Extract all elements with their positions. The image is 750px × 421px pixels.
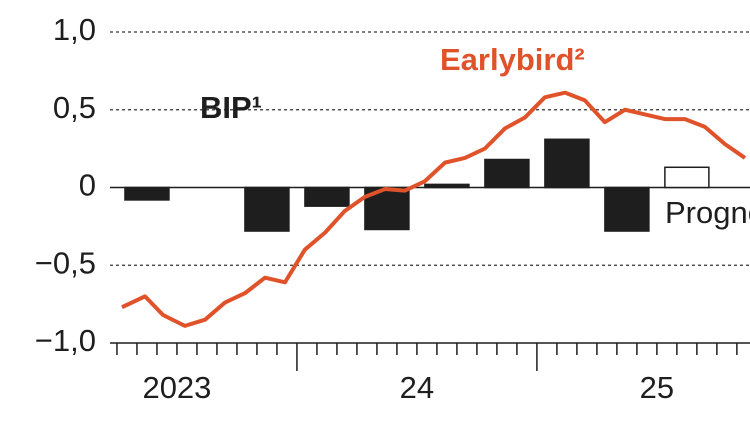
series-label: BIP¹ xyxy=(200,90,262,125)
y-tick-label: −0,5 xyxy=(35,245,96,280)
bar xyxy=(124,186,170,201)
bar xyxy=(604,186,650,232)
y-tick-label: 0 xyxy=(79,168,96,203)
x-tick-label: 25 xyxy=(640,370,674,405)
x-tick-label: 2023 xyxy=(142,370,211,405)
x-tick-label: 24 xyxy=(400,370,434,405)
bar xyxy=(244,186,290,232)
y-tick-label: 0,5 xyxy=(53,90,96,125)
bar xyxy=(544,138,590,189)
bar xyxy=(664,166,710,189)
series-label: Earlybird² xyxy=(440,42,585,77)
bar xyxy=(484,158,530,189)
y-tick-label: 1,0 xyxy=(53,12,96,47)
y-tick-label: −1,0 xyxy=(35,323,96,358)
bar xyxy=(424,183,470,189)
bar xyxy=(304,186,350,207)
series-label: Prognose xyxy=(665,195,750,230)
line xyxy=(121,90,747,328)
